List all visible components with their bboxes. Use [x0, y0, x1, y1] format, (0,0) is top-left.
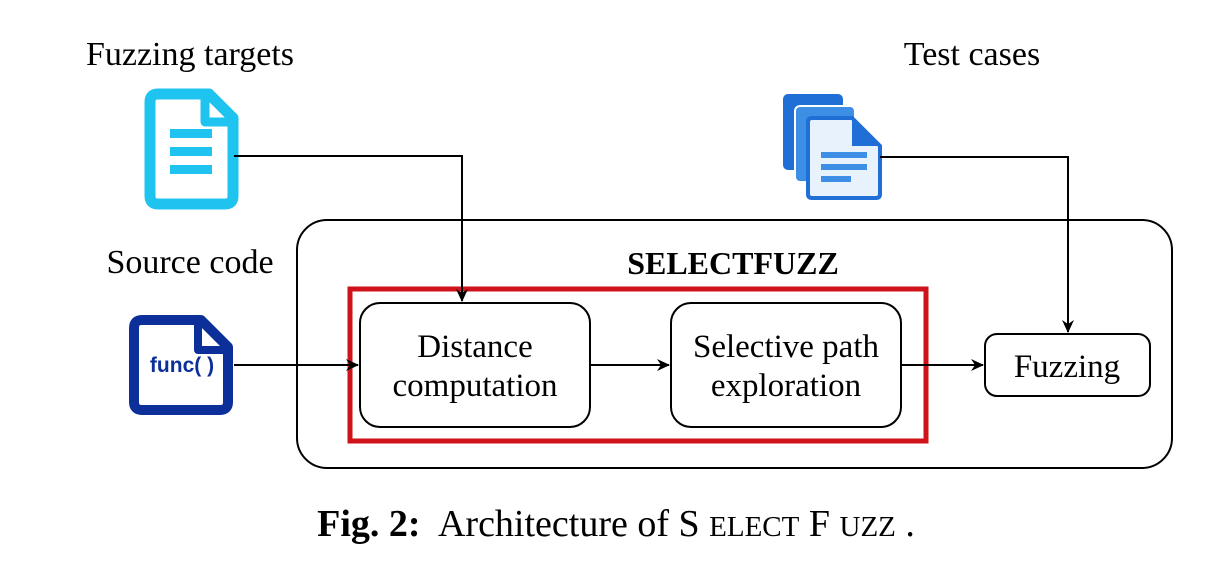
targets-to-distance-arrow [234, 155, 468, 302]
testcases-to-fuzzing-arrow [880, 156, 1074, 333]
caption-period: . [905, 503, 915, 545]
distance-computation-line2: computation [393, 368, 558, 404]
figure-caption: Fig. 2: Architecture of S ELECT F UZZ . [317, 503, 915, 545]
caption-name-f: F [809, 503, 830, 545]
selective-path-box: Selective path exploration [670, 302, 902, 428]
code-file-icon: func( ) [129, 315, 233, 415]
distance-computation-line1: Distance [417, 329, 532, 365]
fuzzing-box: Fuzzing [984, 333, 1151, 397]
fuzzing-targets-label: Fuzzing targets [86, 36, 294, 73]
fuzzing-label: Fuzzing [1014, 349, 1120, 385]
caption-name-s: S [679, 503, 700, 545]
selectfuzz-container [296, 219, 1173, 469]
caption-text: Architecture of [438, 503, 679, 545]
test-cases-label: Test cases [904, 36, 1040, 73]
selectfuzz-title: SELECTFUZZ [627, 245, 839, 281]
distance-computation-box: Distance computation [359, 302, 591, 428]
selective-path-line1: Selective path [693, 329, 880, 365]
caption-prefix: Fig. 2: [317, 503, 420, 545]
multi-document-icon [783, 94, 882, 200]
document-icon [144, 88, 239, 210]
selective-path-line2: exploration [711, 368, 861, 404]
caption-name-uzz: UZZ [840, 511, 896, 543]
source-code-label: Source code [106, 244, 273, 281]
func-label: func( ) [150, 354, 214, 377]
caption-name-elect: ELECT [709, 511, 799, 543]
